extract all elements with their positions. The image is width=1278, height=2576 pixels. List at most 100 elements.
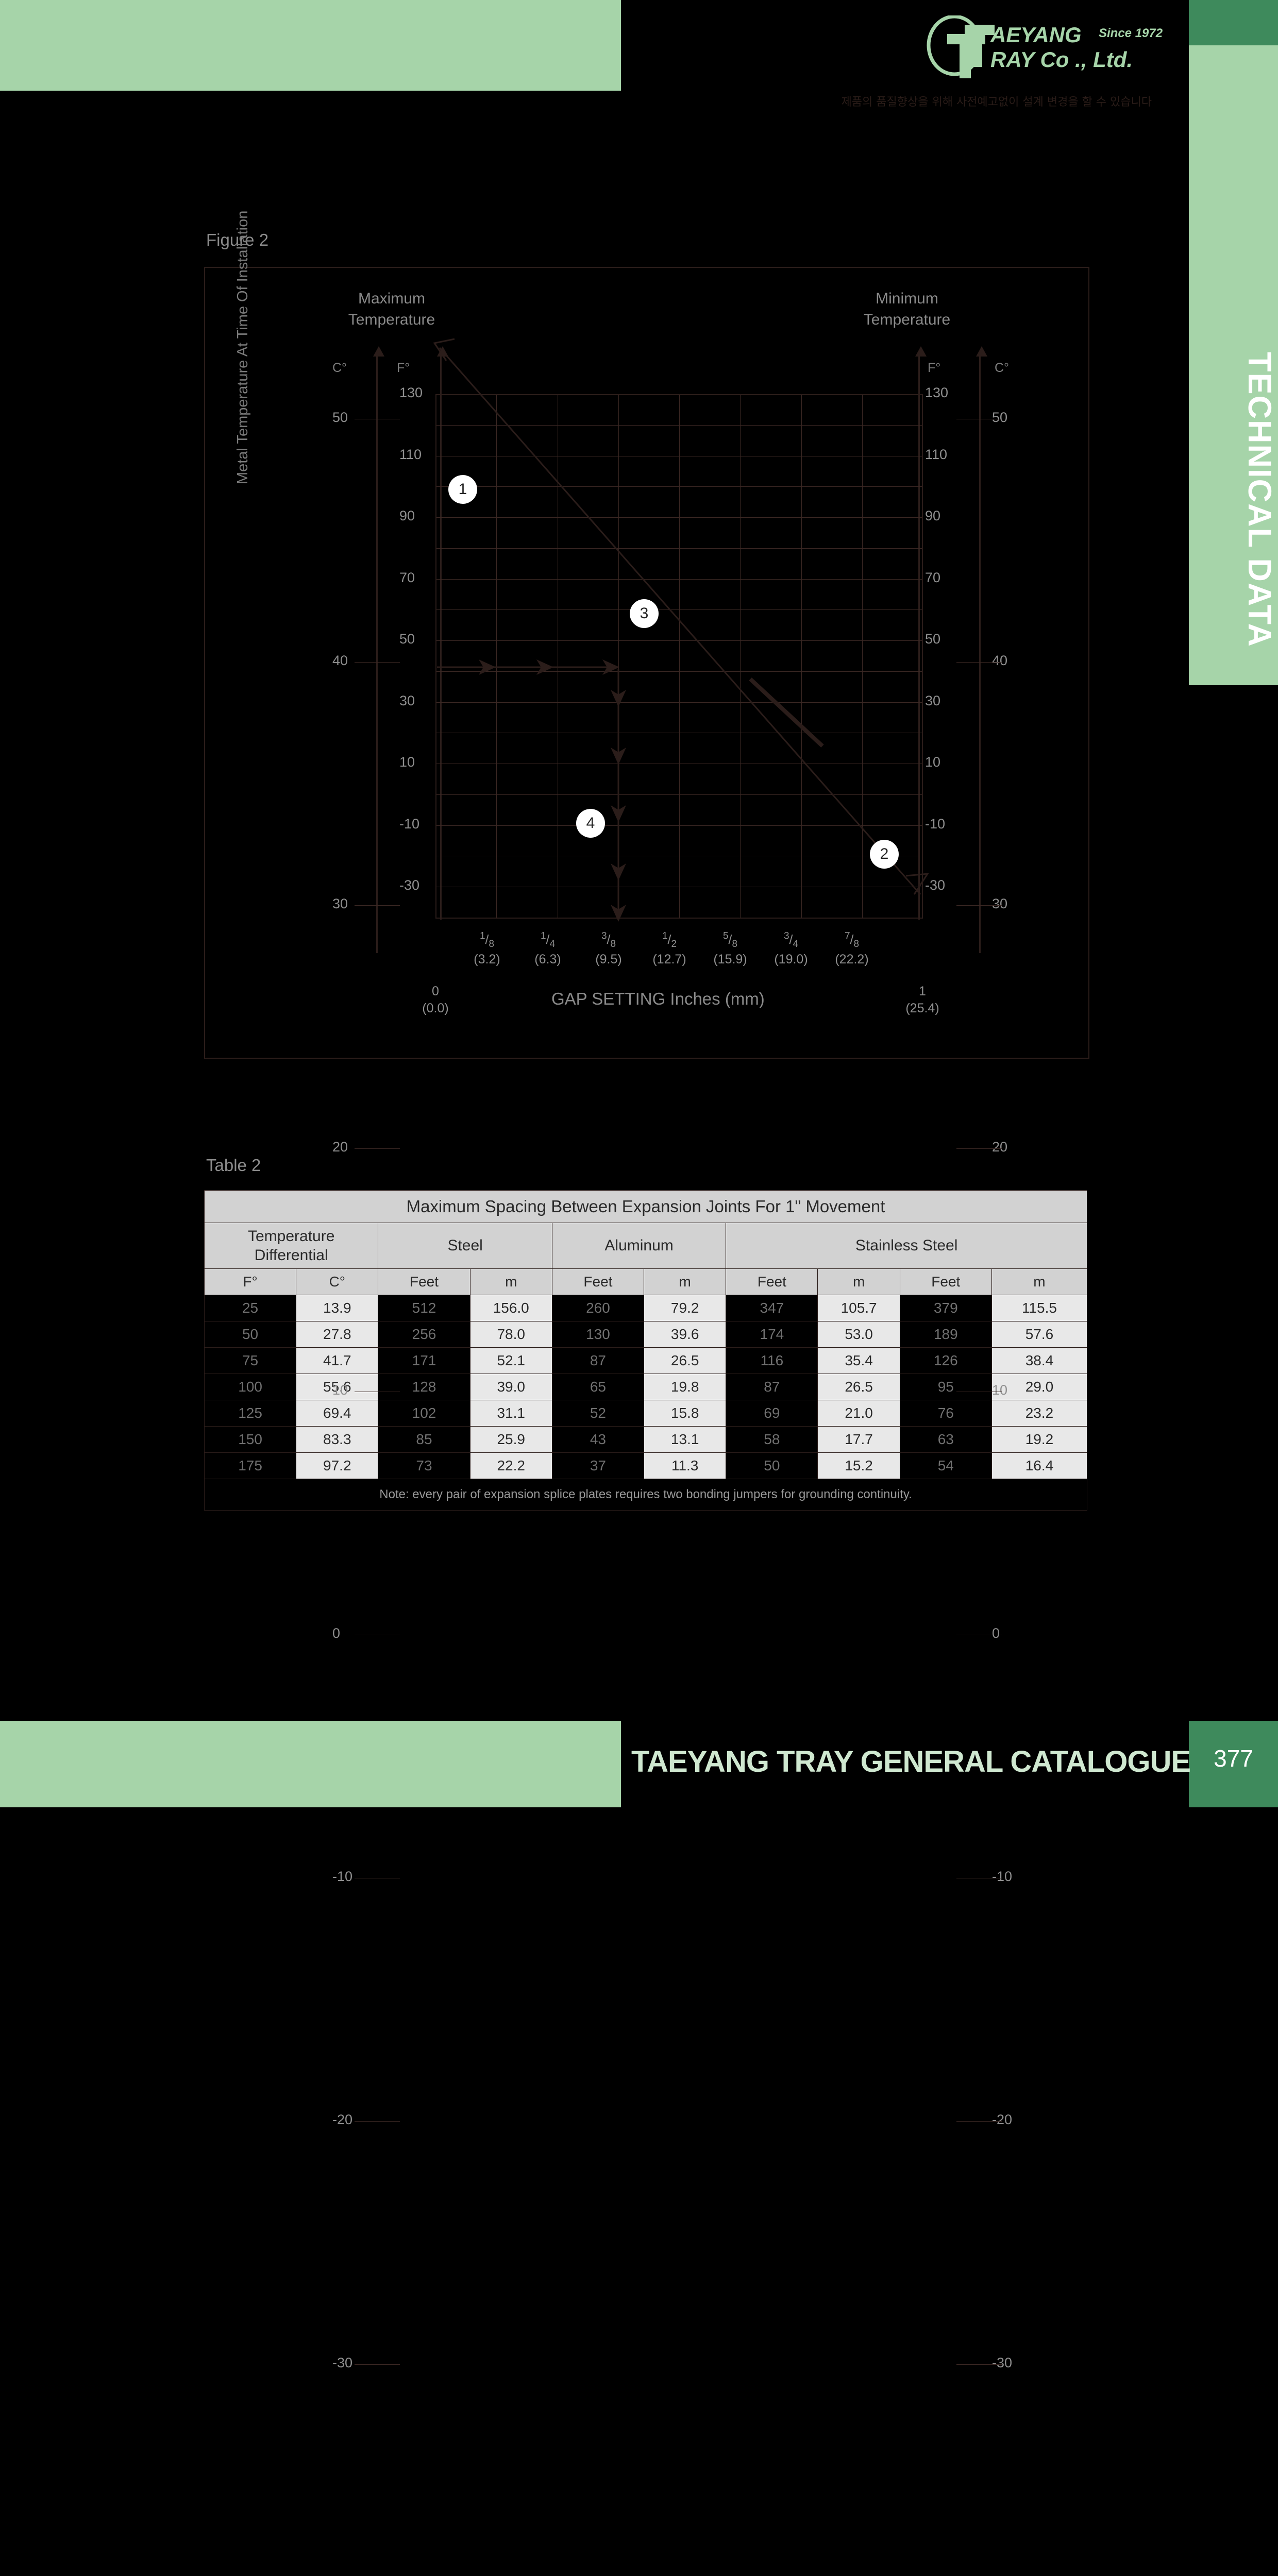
table-row: 25 13.9 512 156.0 260 79.2 347 105.7 379 115.5 [204, 1295, 1088, 1321]
table-cell: 25 [204, 1295, 297, 1321]
chart-left-header-line2: Temperature [348, 311, 435, 328]
table-cell: 58 [726, 1426, 818, 1453]
unit-f: F° [204, 1268, 297, 1295]
right-f-tick: 30 [925, 692, 941, 708]
table-cell: 37 [551, 1452, 645, 1479]
unit-c: C° [296, 1268, 379, 1295]
table-cell: 73 [378, 1452, 470, 1479]
table-row: 50 27.8 256 78.0 130 39.6 174 53.0 189 57.6 [204, 1321, 1088, 1348]
footer-title: TAEYANG TRAY GENERAL CATALOGUE [631, 1745, 1191, 1778]
left-c-tick-mark [355, 2364, 400, 2365]
table-cell: 128 [378, 1374, 470, 1400]
x-tick-7-mm: (22.2) [835, 952, 869, 967]
gridline-horizontal [435, 609, 923, 610]
gridline-horizontal [435, 794, 923, 795]
table-cell: 29.0 [991, 1374, 1088, 1400]
plot-border-top [435, 394, 923, 395]
table-cell: 26.5 [644, 1347, 727, 1374]
left-c-tick: 0 [332, 1625, 341, 1641]
table-cell: 79.2 [644, 1295, 727, 1321]
page-number: 377 [1214, 1745, 1253, 1772]
right-c-tick-mark [956, 1148, 1002, 1149]
right-f-tick: 90 [925, 508, 941, 524]
x-axis-start-mm: (0.0) [422, 1001, 449, 1015]
x-tick-2-mm: (6.3) [534, 952, 561, 967]
table-cell: 175 [204, 1452, 297, 1479]
left-f-tick: 10 [399, 754, 415, 770]
right-f-tick: -10 [925, 816, 946, 832]
x-tick-1: 1/8 (3.2) [474, 931, 500, 967]
left-f-tick: 30 [399, 692, 415, 708]
chart-right-header-line1: Minimum [876, 290, 938, 307]
right-c-tick: 40 [992, 653, 1008, 668]
table-cell: 75 [204, 1347, 297, 1374]
figure-caption: Figure 2 [206, 230, 269, 249]
side-tab-label: TECHNICAL DATA [1241, 352, 1277, 648]
table-cell: 83.3 [296, 1426, 379, 1453]
table-cell: 50 [204, 1321, 297, 1348]
chart-left-header-line1: Maximum [358, 290, 425, 307]
right-f-tick: 50 [925, 631, 941, 647]
y-axis-label: Metal Temperature At Time Of Installatio… [234, 210, 251, 484]
table-cell: 53.0 [817, 1321, 900, 1348]
table-cell: 78.0 [469, 1321, 552, 1348]
callout-marker-4[interactable]: 4 [576, 809, 605, 838]
table-cell: 85 [378, 1426, 470, 1453]
x-axis-end-label: 1 (25.4) [892, 983, 953, 1016]
right-c-tick: 10 [992, 1382, 1008, 1398]
plot-border-right [922, 394, 923, 919]
left-c-tick-mark [355, 905, 400, 906]
x-tick-5: 5/8 (15.9) [713, 931, 747, 967]
group-aluminum: Aluminum [551, 1223, 727, 1269]
left-celsius-axis [376, 355, 378, 953]
table-cell: 27.8 [296, 1321, 379, 1348]
callout-marker-3[interactable]: 3 [630, 599, 659, 628]
x-tick-2: 1/4 (6.3) [534, 931, 561, 967]
gridline-horizontal [435, 486, 923, 487]
table-cell: 54 [899, 1452, 992, 1479]
table-cell: 26.5 [817, 1374, 900, 1400]
table-cell: 379 [899, 1295, 992, 1321]
callout-marker-1[interactable]: 1 [448, 475, 477, 504]
table-cell: 171 [378, 1347, 470, 1374]
chart-right-header: Minimum Temperature [835, 289, 979, 330]
table-unit-row: F° C° Feet m Feet m Feet m Feet m [204, 1268, 1088, 1295]
gridline-vertical [618, 394, 619, 918]
table-cell: 16.4 [991, 1452, 1088, 1479]
right-f-tick: 10 [925, 754, 941, 770]
table-cell: 52 [551, 1400, 645, 1427]
left-celsius-unit: C° [332, 361, 347, 375]
group-td-line2: Differential [254, 1247, 328, 1264]
left-c-tick: 10 [332, 1382, 348, 1398]
x-tick-6-mm: (19.0) [774, 952, 808, 967]
header-green-band [0, 0, 621, 91]
table-cell: 22.2 [469, 1452, 552, 1479]
footer-page-band [1189, 1721, 1278, 1807]
table-row: 75 41.7 171 52.1 87 26.5 116 35.4 126 38.4 [204, 1347, 1088, 1374]
right-f-tick: 130 [925, 385, 949, 400]
group-temperature-differential: Temperature Differential [204, 1223, 379, 1269]
left-f-tick: 70 [399, 569, 415, 585]
right-c-tick: -30 [992, 2355, 1013, 2370]
x-tick-6: 3/4 (19.0) [774, 931, 808, 967]
x-axis-end-inch: 1 [919, 984, 926, 998]
table-body: 25 13.9 512 156.0 260 79.2 347 105.7 379 115.5 50 2… [204, 1295, 1088, 1479]
table-cell: 347 [726, 1295, 818, 1321]
table-cell: 87 [726, 1374, 818, 1400]
table-cell: 57.6 [991, 1321, 1088, 1348]
table-cell: 39.6 [644, 1321, 727, 1348]
table-cell: 25.9 [469, 1426, 552, 1453]
plot-border-bottom [435, 918, 923, 919]
table-cell: 100 [204, 1374, 297, 1400]
table-cell: 55.6 [296, 1374, 379, 1400]
table-cell: 115.5 [991, 1295, 1088, 1321]
table-cell: 43 [551, 1426, 645, 1453]
left-fahrenheit-axis [440, 355, 442, 920]
right-c-tick: 0 [992, 1625, 1000, 1641]
table-group-row: Temperature Differential Steel Aluminum … [204, 1223, 1087, 1269]
left-c-tick: -20 [332, 2112, 353, 2127]
left-c-tick: 30 [332, 896, 348, 911]
table-cell: 11.3 [644, 1452, 727, 1479]
x-tick-3-mm: (9.5) [595, 952, 622, 967]
callout-marker-2[interactable]: 2 [870, 840, 899, 869]
